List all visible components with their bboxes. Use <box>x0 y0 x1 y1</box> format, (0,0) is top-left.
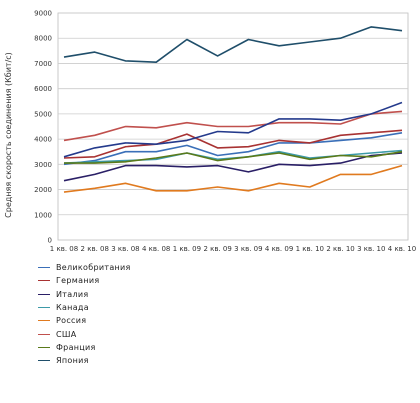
y-tick-label: 6000 <box>34 85 52 93</box>
legend-swatch <box>38 320 50 322</box>
y-tick-label: 8000 <box>34 35 52 43</box>
series-line <box>63 110 403 142</box>
legend-swatch <box>38 360 50 362</box>
x-tick-label: 4 кв. 10 <box>388 245 416 253</box>
x-tick-label: 3 кв. 08 <box>111 245 139 253</box>
legend-label: Великобритания <box>56 263 131 273</box>
legend-item: Япония <box>38 354 131 367</box>
legend-label: США <box>56 329 77 339</box>
grid-lines <box>57 12 409 241</box>
x-tick-label: 1 кв. 09 <box>173 245 201 253</box>
legend-swatch <box>38 267 50 269</box>
x-tick-label: 4 кв. 08 <box>142 245 170 253</box>
x-tick-label: 3 кв. 10 <box>357 245 385 253</box>
legend-item: Канада <box>38 301 131 314</box>
series-line <box>63 101 403 158</box>
legend-swatch <box>38 293 50 295</box>
legend-label: Италия <box>56 289 89 299</box>
legend-item: Великобритания <box>38 261 131 274</box>
series-line <box>63 132 403 166</box>
y-tick-label: 0 <box>48 237 52 245</box>
y-tick-labels: 0 1000 2000 3000 4000 5000 6000 7000 8000 9000 <box>34 10 52 245</box>
x-tick-label: 2 кв. 10 <box>326 245 354 253</box>
x-tick-label: 3 кв. 09 <box>234 245 262 253</box>
y-tick-label: 1000 <box>34 211 52 219</box>
x-tick-label: 1 кв. 10 <box>296 245 324 253</box>
x-tick-label: 2 кв. 08 <box>81 245 109 253</box>
legend-swatch <box>38 346 50 348</box>
x-tick-label: 1 кв. 08 <box>50 245 78 253</box>
legend-label: Франция <box>56 342 96 352</box>
y-tick-label: 7000 <box>34 60 52 68</box>
line-chart: 0 1000 2000 3000 4000 5000 6000 7000 8000 9000 1 … <box>4 10 416 254</box>
legend-label: Россия <box>56 316 87 326</box>
y-tick-label: 5000 <box>34 110 52 118</box>
legend: Великобритания Германия Италия Канада Россия… <box>38 261 131 367</box>
series-line <box>63 26 403 64</box>
y-tick-label: 2000 <box>34 186 52 194</box>
x-tick-label: 4 кв. 09 <box>265 245 293 253</box>
x-tick-labels: 1 кв. 08 2 кв. 08 3 кв. 08 4 кв. 08 1 кв. 09… <box>50 245 416 253</box>
legend-label: Канада <box>56 303 89 313</box>
legend-item: Германия <box>38 274 131 287</box>
legend-item: Франция <box>38 341 131 354</box>
series-line <box>63 129 403 159</box>
legend-label: Германия <box>56 276 100 286</box>
legend-label: Япония <box>56 356 89 366</box>
y-tick-label: 4000 <box>34 136 52 144</box>
series-line <box>63 164 403 193</box>
series-line <box>64 150 403 164</box>
legend-item: США <box>38 327 131 340</box>
legend-item: Италия <box>38 288 131 301</box>
series-line <box>63 152 403 182</box>
x-tick-label: 2 кв. 09 <box>203 245 231 253</box>
legend-swatch <box>38 333 50 335</box>
legend-item: Россия <box>38 314 131 327</box>
legend-swatch <box>38 280 50 282</box>
series-lines <box>63 26 403 193</box>
legend-swatch <box>38 307 50 309</box>
y-axis-label: Средняя скорость соединения (Кбит/с) <box>4 52 13 218</box>
y-tick-label: 3000 <box>34 161 52 169</box>
y-tick-label: 9000 <box>34 10 52 18</box>
